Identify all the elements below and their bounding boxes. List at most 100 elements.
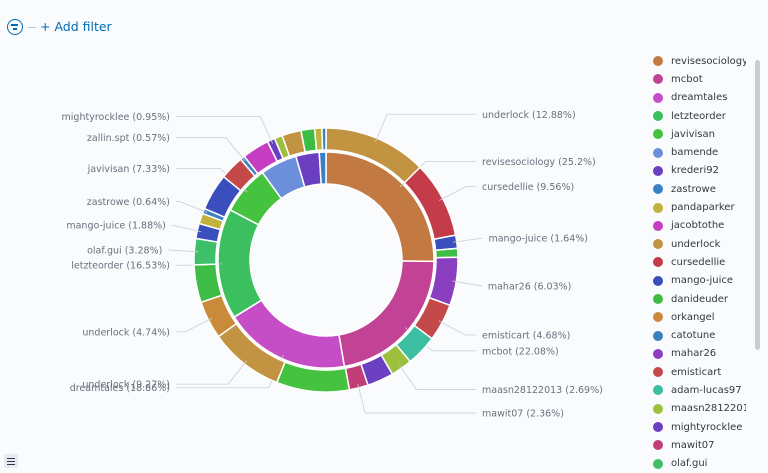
label-leader-line — [176, 200, 208, 213]
slice-label: javivisan (7.33%) — [87, 164, 170, 175]
legend-swatch — [653, 403, 663, 414]
legend-item[interactable]: revisesociology — [646, 52, 746, 70]
legend-label: danideuder — [671, 293, 729, 305]
slice-label: cursedellie (9.56%) — [482, 182, 574, 193]
label-leader-line — [357, 383, 476, 414]
legend-item[interactable]: underlock — [646, 235, 746, 253]
legend-item[interactable]: cursedellie — [646, 253, 746, 271]
legend-swatch — [653, 440, 663, 451]
legend-item[interactable]: mcbot — [646, 70, 746, 88]
legend-label: mightyrocklee — [671, 421, 743, 433]
slice-label: mcbot (22.08%) — [482, 346, 559, 357]
legend-label: emisticart — [671, 366, 722, 378]
legend-swatch — [653, 92, 663, 103]
legend-item[interactable]: catotune — [646, 326, 746, 344]
slice-label: mightyrocklee (0.95%) — [62, 112, 170, 123]
slice-label: zastrowe (0.64%) — [87, 197, 170, 208]
legend-label: maasn28122013 — [671, 403, 746, 415]
legend-swatch — [653, 111, 663, 122]
legend-item[interactable]: mawit07 — [646, 436, 746, 454]
legend-item[interactable]: bamende — [646, 143, 746, 161]
slice-label: mawit07 (2.36%) — [482, 409, 564, 420]
legend-label: revisesociology — [671, 55, 746, 67]
label-leader-line — [438, 320, 476, 336]
legend-item[interactable]: dreamtales — [646, 89, 746, 107]
legend-swatch — [653, 458, 663, 469]
label-leader-line — [398, 364, 476, 390]
legend-item[interactable]: danideuder — [646, 290, 746, 308]
slice-label: emisticart (4.68%) — [482, 330, 570, 341]
slice-label: mango-juice (1.88%) — [66, 221, 166, 232]
label-leader-line — [439, 186, 476, 201]
legend-scrollbar[interactable] — [755, 60, 760, 350]
slice-label: mahar26 (6.03%) — [488, 281, 572, 292]
legend-swatch — [653, 239, 663, 250]
legend-swatch — [653, 385, 663, 396]
legend-item[interactable]: maasn28122013 — [646, 400, 746, 418]
legend-swatch — [653, 257, 663, 268]
slice-label: letzteorder (16.53%) — [71, 261, 170, 272]
slice-label: underlock (12.88%) — [482, 110, 576, 121]
legend-item[interactable]: pandaparker — [646, 198, 746, 216]
legend-item[interactable]: jacobtothe — [646, 217, 746, 235]
outer-slice-letzteorder[interactable] — [193, 263, 223, 304]
legend-swatch — [653, 147, 663, 158]
legend-label: javivisan — [671, 128, 715, 140]
filter-icon[interactable] — [7, 19, 23, 35]
legend-label: mawit07 — [671, 439, 715, 451]
label-leader-line — [176, 137, 246, 162]
legend-label: mango-juice — [671, 275, 734, 287]
legend-item[interactable]: mango-juice — [646, 272, 746, 290]
label-leader-line — [452, 237, 483, 243]
legend-item[interactable]: orkangel — [646, 308, 746, 326]
legend-label: dreamtales — [671, 92, 728, 104]
legend-swatch — [653, 74, 663, 85]
legend-swatch — [653, 220, 663, 231]
label-leader-line — [171, 224, 202, 233]
legend-label: krederi92 — [671, 165, 719, 177]
outer-slice-zastrowe[interactable] — [321, 127, 327, 151]
legend-swatch — [653, 129, 663, 140]
legend: revisesociology mcbot dreamtales letzteorde… — [646, 52, 746, 473]
outer-slice-danideuder[interactable] — [434, 247, 459, 259]
legend-swatch — [653, 56, 663, 67]
legend-item[interactable]: mahar26 — [646, 345, 746, 363]
slice-label: mango-juice (1.64%) — [488, 234, 588, 245]
legend-item[interactable]: mightyrocklee — [646, 418, 746, 436]
legend-item[interactable]: emisticart — [646, 363, 746, 381]
legend-label: mcbot — [671, 73, 703, 85]
legend-label: zastrowe — [671, 183, 716, 195]
slice-label: zallin.spt (0.57%) — [87, 133, 170, 144]
slice-label: dreamtales (18.86%) — [70, 383, 170, 394]
legend-label: adam-lucas97 — [671, 384, 742, 396]
slice-label: underlock (9.27%) — [82, 380, 170, 391]
legend-item[interactable]: zastrowe — [646, 180, 746, 198]
legend-label: orkangel — [671, 311, 715, 323]
legend-item[interactable]: adam-lucas97 — [646, 381, 746, 399]
legend-swatch — [653, 202, 663, 213]
legend-swatch — [653, 422, 663, 433]
legend-label: pandaparker — [671, 202, 735, 214]
legend-item[interactable]: javivisan — [646, 125, 746, 143]
list-toggle-icon[interactable] — [4, 454, 18, 468]
legend-swatch — [653, 165, 663, 176]
slice-label: olaf.gui (3.28%) — [87, 245, 162, 256]
label-leader-line — [176, 360, 248, 385]
inner-slice-zastrowe[interactable] — [318, 151, 327, 185]
legend-item[interactable]: krederi92 — [646, 162, 746, 180]
donut-chart: revisesociology (25.2%) mcbot (22.08%) dre… — [62, 110, 603, 420]
add-filter-button[interactable]: + Add filter — [40, 19, 112, 34]
label-leader-line — [176, 115, 274, 144]
legend-swatch — [653, 294, 663, 304]
legend-item[interactable]: olaf.gui — [646, 455, 746, 473]
label-leader-line — [452, 280, 482, 287]
legend-label: jacobtothe — [671, 220, 725, 232]
label-leader-line — [168, 249, 199, 253]
legend-label: olaf.gui — [671, 458, 708, 470]
filter-bar: + Add filter — [0, 0, 768, 52]
slice-label: underlock (4.74%) — [82, 327, 170, 338]
legend-swatch — [653, 330, 663, 341]
legend-item[interactable]: letzteorder — [646, 107, 746, 125]
legend-swatch — [653, 367, 663, 378]
divider — [28, 27, 36, 28]
